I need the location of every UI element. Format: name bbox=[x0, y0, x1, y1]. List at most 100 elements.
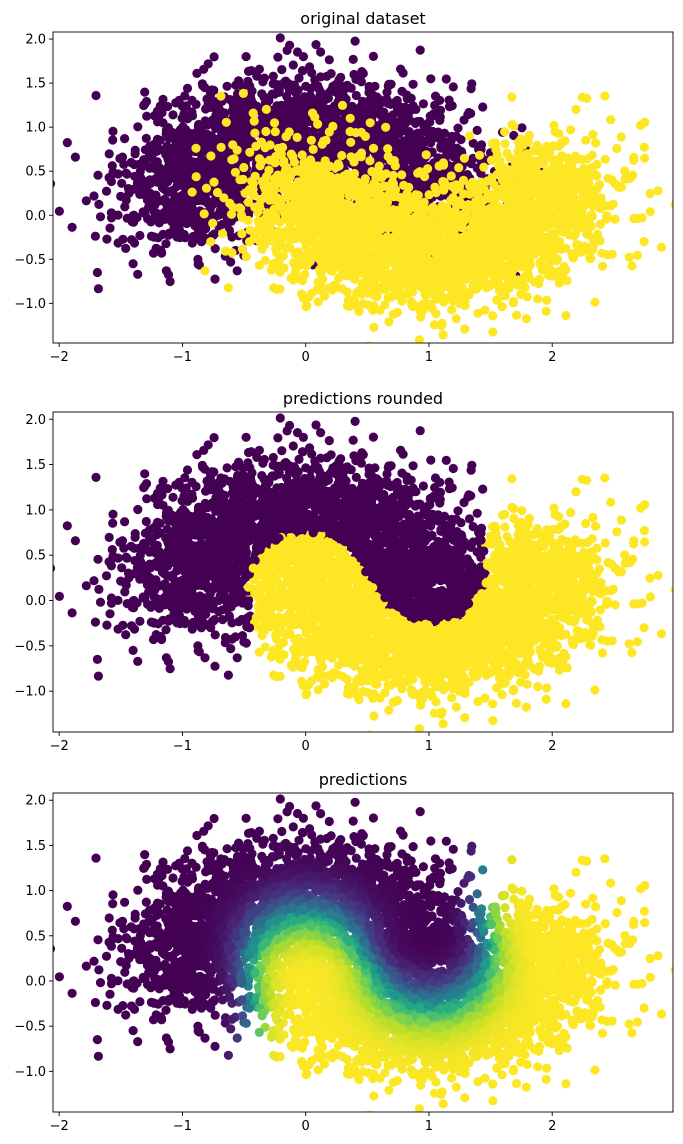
scatter-point bbox=[196, 154, 207, 164]
scatter-point bbox=[297, 150, 307, 160]
scatter-point bbox=[369, 322, 379, 332]
scatter-point bbox=[639, 142, 650, 152]
scatter-point bbox=[562, 276, 572, 286]
scatter-point bbox=[356, 77, 366, 87]
scatter-point bbox=[443, 253, 453, 263]
scatter-point bbox=[289, 226, 299, 237]
scatter-point bbox=[409, 227, 419, 238]
scatter-point bbox=[497, 302, 507, 312]
data-points bbox=[53, 33, 673, 343]
scatter-point bbox=[348, 54, 358, 64]
scatter-point bbox=[162, 204, 172, 214]
scatter-point bbox=[534, 279, 544, 289]
scatter-point bbox=[184, 132, 195, 142]
scatter-point bbox=[545, 147, 555, 157]
scatter-point bbox=[395, 102, 405, 112]
scatter-point bbox=[429, 320, 439, 330]
scatter-point bbox=[333, 251, 344, 261]
scatter-point bbox=[381, 122, 391, 132]
scatter-point bbox=[201, 183, 212, 193]
scatter-point bbox=[408, 79, 418, 89]
scatter-point bbox=[188, 211, 198, 221]
scatter-point bbox=[223, 125, 233, 135]
scatter-point bbox=[206, 151, 216, 161]
scatter-point bbox=[337, 92, 347, 102]
scatter-point bbox=[290, 260, 300, 270]
scatter-point bbox=[273, 52, 283, 62]
scatter-point bbox=[254, 64, 264, 74]
scatter-point bbox=[337, 100, 348, 110]
scatter-point bbox=[360, 230, 370, 240]
scatter-point bbox=[181, 101, 191, 111]
scatter-point bbox=[616, 132, 626, 142]
scatter-point bbox=[576, 247, 586, 257]
scatter-point bbox=[434, 256, 444, 266]
scatter-point bbox=[460, 256, 470, 266]
scatter-point bbox=[286, 273, 296, 283]
scatter-point bbox=[161, 185, 171, 196]
scatter-point bbox=[359, 211, 369, 221]
scatter-point bbox=[91, 90, 101, 101]
scatter-point bbox=[95, 212, 106, 222]
scatter-point bbox=[198, 223, 208, 233]
scatter-point bbox=[524, 158, 535, 169]
scatter-point bbox=[420, 298, 430, 308]
scatter-point bbox=[292, 179, 302, 190]
scatter-point bbox=[391, 144, 401, 154]
scatter-point bbox=[471, 196, 481, 206]
scatter-point bbox=[245, 81, 255, 91]
scatter-point bbox=[464, 213, 474, 223]
scatter-point bbox=[269, 89, 280, 99]
scatter-point bbox=[268, 71, 278, 81]
scatter-point bbox=[368, 257, 378, 267]
scatter-point bbox=[327, 209, 337, 220]
scatter-point bbox=[292, 132, 302, 142]
scatter-point bbox=[301, 242, 311, 252]
scatter-point bbox=[140, 87, 150, 97]
scatter-point bbox=[500, 139, 510, 149]
scatter-point bbox=[453, 153, 463, 163]
scatter-point bbox=[54, 206, 64, 216]
scatter-point bbox=[408, 282, 418, 292]
scatter-point bbox=[473, 208, 483, 218]
scatter-point bbox=[124, 188, 134, 198]
scatter-point bbox=[175, 232, 185, 243]
scatter-point bbox=[180, 162, 190, 172]
scatter-point bbox=[206, 167, 216, 177]
scatter-point bbox=[555, 193, 566, 203]
scatter-point bbox=[502, 261, 512, 271]
scatter-point bbox=[557, 153, 567, 163]
scatter-point bbox=[313, 119, 323, 129]
scatter-point bbox=[399, 136, 409, 146]
scatter-point bbox=[410, 137, 420, 147]
scatter-point bbox=[151, 208, 162, 218]
scatter-point bbox=[509, 182, 519, 192]
scatter-point bbox=[317, 260, 328, 270]
scatter-point bbox=[199, 209, 209, 219]
scatter-point bbox=[222, 81, 232, 91]
scatter-point bbox=[133, 122, 143, 132]
scatter-point bbox=[311, 40, 321, 50]
scatter-point bbox=[245, 91, 255, 101]
scatter-point bbox=[386, 292, 396, 302]
scatter-point bbox=[425, 137, 435, 147]
scatter-point bbox=[176, 124, 186, 134]
scatter-point bbox=[524, 209, 535, 219]
scatter-point bbox=[295, 165, 305, 175]
scatter-point bbox=[454, 219, 464, 229]
scatter-point bbox=[262, 208, 272, 218]
scatter-point bbox=[230, 96, 240, 107]
scatter-point bbox=[279, 156, 289, 166]
scatter-point bbox=[488, 311, 498, 321]
scatter-point bbox=[182, 83, 193, 93]
scatter-point bbox=[244, 237, 255, 247]
scatter-point bbox=[357, 289, 367, 299]
scatter-point bbox=[627, 261, 637, 271]
scatter-point bbox=[289, 199, 299, 209]
scatter-point bbox=[419, 180, 429, 190]
scatter-point bbox=[229, 154, 239, 164]
scatter-point bbox=[359, 255, 369, 266]
scatter-point bbox=[356, 102, 366, 112]
scatter-point bbox=[194, 120, 204, 130]
scatter-point bbox=[597, 261, 608, 271]
